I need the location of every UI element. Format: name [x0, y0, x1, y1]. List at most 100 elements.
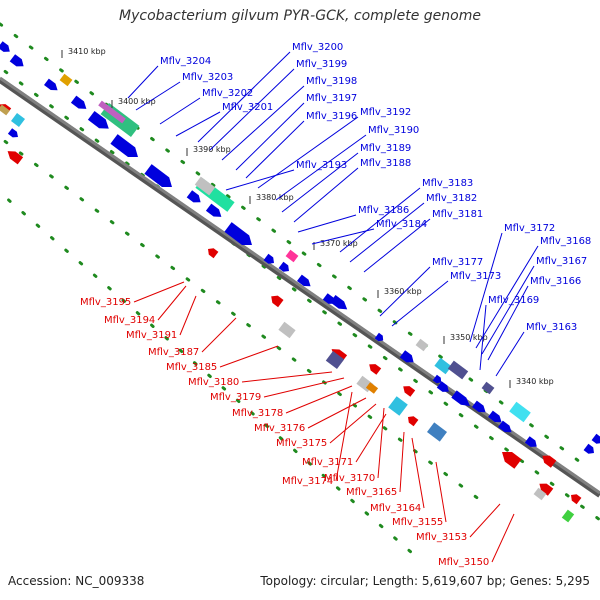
forward-gene-9-shape	[205, 203, 222, 217]
forward-label-leader-14	[225, 169, 295, 191]
feature-block-14	[447, 360, 469, 380]
forward-label-14: Mflv_3193	[296, 160, 347, 171]
reverse-label-leader-2	[157, 285, 187, 321]
reverse-label-leader-9	[307, 397, 367, 429]
forward-gene-22	[488, 410, 502, 423]
reverse-label-12: Mflv_3171	[302, 457, 353, 468]
forward-gene-4-shape	[70, 95, 87, 109]
reverse-label-leader-17	[469, 503, 501, 538]
forward-label-leader-23	[475, 245, 539, 349]
forward-label-15: Mflv_3186	[358, 205, 409, 216]
feature-block-20	[10, 112, 26, 128]
feature-block-17-shape	[481, 381, 495, 395]
feature-block-15-shape	[415, 338, 429, 352]
forward-gene-24	[524, 436, 537, 447]
forward-label-leader-19	[363, 218, 431, 273]
forward-label-leader-20	[379, 266, 431, 317]
feature-block-8-shape	[325, 350, 345, 370]
forward-label-leader-16	[311, 228, 375, 245]
reverse-gene-9-shape	[539, 483, 554, 496]
forward-gene-10	[224, 222, 252, 246]
forward-gene-17	[399, 350, 414, 363]
forward-label-leader-18	[349, 202, 425, 263]
forward-gene-20	[451, 390, 470, 407]
reverse-gene-9	[539, 483, 554, 496]
forward-label-17: Mflv_3183	[422, 178, 473, 189]
forward-label-8: Mflv_3197	[306, 93, 357, 104]
forward-gene-1-shape	[0, 41, 10, 52]
feature-block-7	[278, 321, 296, 339]
reverse-label-2: Mflv_3194	[104, 315, 155, 326]
feature-block-19-shape	[561, 509, 575, 523]
forward-label-18: Mflv_3182	[426, 193, 477, 204]
reverse-label-leader-18	[491, 513, 515, 563]
scale-tick-label-1: 3410 kbp	[68, 47, 106, 56]
forward-label-24: Mflv_3167	[536, 256, 587, 267]
reverse-label-leader-16	[435, 461, 447, 523]
feature-block-5-shape	[194, 176, 216, 196]
reverse-dotted-track	[0, 190, 422, 562]
forward-gene-19-shape	[436, 381, 449, 392]
forward-label-9: Mflv_3196	[306, 111, 357, 122]
reverse-label-leader-6	[241, 371, 333, 383]
feature-block-21	[0, 104, 10, 116]
inner-dotted-track	[0, 135, 482, 502]
forward-label-11: Mflv_3190	[368, 125, 419, 136]
forward-gene-16-shape	[374, 332, 384, 342]
forward-label-leader-5	[197, 51, 291, 143]
forward-label-leader-1	[127, 65, 159, 99]
forward-label-leader-25	[487, 285, 529, 361]
forward-gene-12	[278, 261, 289, 272]
reverse-label-leader-14	[399, 431, 405, 493]
forward-gene-2	[9, 54, 24, 67]
forward-label-leader-15	[297, 214, 357, 233]
forward-gene-8	[186, 190, 201, 203]
reverse-label-10: Mflv_3175	[276, 438, 327, 449]
forward-gene-16	[374, 332, 384, 342]
reverse-gene-6-shape	[403, 386, 416, 397]
reverse-label-leader-10	[329, 403, 377, 444]
reverse-label-leader-11	[335, 391, 353, 482]
feature-block-16	[509, 401, 531, 423]
forward-gene-11	[263, 253, 274, 264]
feature-block-5	[194, 176, 216, 196]
forward-gene-18-shape	[432, 374, 442, 384]
reverse-gene-11-shape	[542, 455, 557, 468]
forward-label-13: Mflv_3188	[360, 158, 411, 169]
forward-gene-5	[87, 110, 109, 129]
forward-label-3: Mflv_3202	[202, 88, 253, 99]
forward-gene-23	[498, 420, 512, 433]
forward-gene-13	[297, 274, 311, 287]
feature-block-7-shape	[278, 321, 296, 339]
forward-label-27: Mflv_3163	[526, 322, 577, 333]
reverse-label-6: Mflv_3180	[188, 377, 239, 388]
forward-label-21: Mflv_3173	[450, 271, 501, 282]
forward-label-12: Mflv_3189	[360, 143, 411, 154]
forward-gene-1	[0, 41, 10, 52]
reverse-label-15: Mflv_3164	[370, 503, 421, 514]
scale-tick-label-5: 3370 kbp	[320, 239, 358, 248]
forward-label-leader-4	[175, 111, 221, 137]
reverse-label-leader-1	[133, 281, 185, 303]
reverse-gene-5	[369, 364, 382, 375]
forward-gene-15	[330, 294, 348, 310]
scale-tick-label-4: 3380 kbp	[256, 193, 294, 202]
forward-gene-21-shape	[472, 400, 486, 413]
reverse-label-16: Mflv_3155	[392, 517, 443, 528]
reverse-label-17: Mflv_3153	[416, 532, 467, 543]
reverse-gene-1-shape	[7, 151, 24, 165]
forward-label-1: Mflv_3204	[160, 56, 211, 67]
reverse-label-14: Mflv_3165	[346, 487, 397, 498]
reverse-gene-11	[542, 455, 557, 468]
forward-label-leader-27	[495, 331, 525, 377]
scale-tick-label-7: 3350 kbp	[450, 333, 488, 342]
feature-block-8	[325, 350, 345, 370]
forward-label-leader-17	[339, 187, 421, 253]
forward-label-leader-11	[275, 134, 367, 201]
forward-label-5: Mflv_3200	[292, 42, 343, 53]
forward-gene-27-shape	[7, 128, 18, 138]
feature-block-12-shape	[427, 422, 447, 442]
scale-tick-label-6: 3360 kbp	[384, 287, 422, 296]
forward-label-19: Mflv_3181	[432, 209, 483, 220]
reverse-gene-1	[7, 151, 24, 165]
